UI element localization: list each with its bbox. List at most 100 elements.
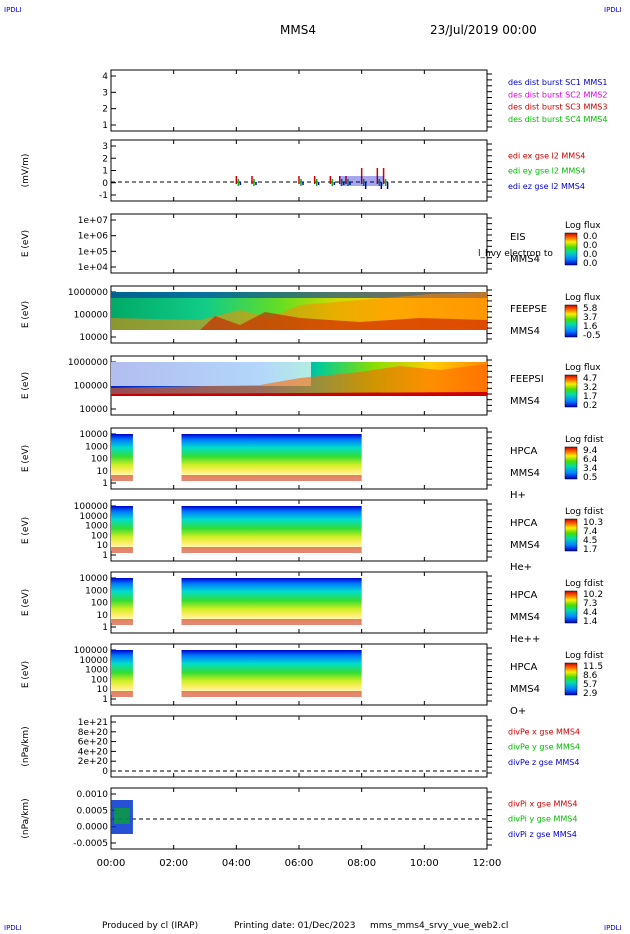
panel-frame-1 [110, 69, 488, 132]
hpca-low-energy-speckle [111, 619, 133, 625]
instrument-label: MMS4 [510, 254, 540, 265]
x-axis: 00:00 02:00 04:00 06:00 08:00 10:00 12:00 [97, 858, 502, 869]
colorbar-value: 7.3 [583, 599, 597, 609]
legend-entry: divPe z gse MMS4 [508, 758, 579, 767]
colorbar [564, 518, 578, 552]
colorbar-title: Log fdist [565, 435, 604, 445]
x-tick-label: 12:00 [473, 858, 502, 869]
instrument-label: He++ [510, 634, 540, 645]
y-tick-label: -1 [99, 191, 108, 201]
instrument-label: HPCA [510, 662, 538, 673]
colorbar-value: 6.4 [583, 455, 598, 465]
panel-frame-2 [110, 139, 488, 202]
feepsi-warm-band [111, 364, 487, 396]
instrument-label: O+ [510, 706, 526, 717]
y-tick-label: 4e+20 [78, 747, 109, 757]
colorbar-value: 3.7 [583, 313, 597, 323]
x-tick-label: 08:00 [347, 858, 376, 869]
legend-entry: edi ex gse l2 MMS4 [508, 151, 585, 160]
hpca-spectrum-block [181, 650, 362, 695]
y-tick-label: 1 [102, 479, 108, 489]
y-axis-label: (nPa/km) [21, 726, 31, 766]
right-ticks-4 [487, 289, 492, 340]
y-tick-label: 1 [102, 167, 108, 177]
x-tick-label: 10:00 [410, 858, 439, 869]
hpca-spectrum-block [111, 578, 133, 623]
colorbar [564, 446, 578, 480]
y-tick-label: 1e+04 [78, 263, 109, 273]
y-tick-label: 0.0010 [77, 790, 109, 800]
spectrograms [111, 292, 487, 697]
y-tick-label: 1000 [85, 522, 108, 532]
y-tick-label: 4 [102, 72, 108, 82]
instrument-label: MMS4 [510, 326, 540, 337]
y-tick-label: 1e+05 [78, 247, 108, 257]
colorbar-title: Log flux [565, 363, 601, 373]
feepse-low-band [200, 312, 487, 330]
instrument-label: H+ [510, 490, 526, 501]
colorbar-value: 1.4 [583, 617, 598, 627]
colorbar-title: Log flux [565, 221, 601, 231]
y-tick-label: 2e+20 [78, 757, 109, 767]
divpi-burst-green [114, 808, 130, 824]
y-tick-label: 10 [97, 611, 109, 621]
y-tick-label: -0.0005 [73, 839, 108, 849]
right-ticks-10 [487, 719, 492, 774]
footer-file: mms_mms4_srvy_vue_web2.cl [370, 921, 508, 931]
y-tick-label: 1e+21 [78, 718, 108, 728]
y-tick-label: 6e+20 [78, 738, 109, 748]
legend-entry: divPi y gse MMS4 [508, 815, 577, 824]
colorbar-value: 0.0 [583, 241, 598, 251]
legend-entry: edi ey gse l2 MMS4 [508, 167, 586, 176]
hpca-blocks [111, 434, 362, 697]
hpca-low-energy-speckle [111, 475, 133, 481]
colorbar-title: Log fdist [565, 651, 604, 661]
feepse-high-band [111, 292, 487, 298]
y-axis-label: (mV/m) [21, 154, 31, 188]
colorbar-value: -0.5 [583, 331, 601, 341]
right-ticks-8 [487, 575, 492, 630]
colorbar-value: 10.3 [583, 518, 603, 528]
feepsi-low-band [111, 392, 487, 396]
y-tick-label: 10000 [79, 430, 108, 440]
footer-produced-by: Produced by cl (IRAP) [102, 921, 198, 931]
right-ticks-9 [487, 647, 492, 702]
y-tick-label: 1 [102, 551, 108, 561]
y-axis-label: (nPa/km) [21, 798, 31, 838]
hpca-spectrum-block [181, 434, 362, 479]
instrument-label: MMS4 [510, 468, 540, 479]
instrument-label: HPCA [510, 590, 538, 601]
colorbar [564, 590, 578, 624]
colorbar-value: 3.4 [583, 464, 598, 474]
panel-frames [110, 69, 492, 850]
hpca-spectrum-block [181, 506, 362, 551]
colorbar-value: 11.5 [583, 662, 603, 672]
y-tick-label: 100 [91, 455, 108, 465]
instrument-label: FEEPSE [510, 304, 547, 315]
y-tick-label: 10 [97, 467, 109, 477]
corner-label-tr: IPDLI [604, 6, 622, 14]
colorbar-value: 1.6 [583, 322, 598, 332]
colorbar-value: 3.2 [583, 383, 597, 393]
footer-printing-date: Printing date: 01/Dec/2023 [234, 921, 356, 931]
y-tick-label: 100000 [74, 382, 109, 392]
y-tick-label: 10000 [79, 656, 108, 666]
colorbar-value: 1.7 [583, 392, 597, 402]
overlap-label: l_hvy electron to [478, 249, 553, 259]
y-tick-label: 10000 [79, 405, 108, 415]
y-tick-label: 1000000 [68, 358, 108, 368]
y-tick-label: 1000000 [68, 288, 108, 298]
y-axis-label: E (eV) [21, 301, 31, 328]
y-tick-label: 1000 [85, 442, 108, 452]
y-tick-label: 10000 [79, 574, 108, 584]
right-ticks-7 [487, 503, 492, 558]
colorbar-value: 8.6 [583, 671, 598, 681]
legend-entry: edi ez gse l2 MMS4 [508, 182, 585, 191]
y-tick-label: 10000 [79, 512, 108, 522]
datetime-title: 23/Jul/2019 00:00 [430, 23, 537, 37]
edi-dense-region [339, 176, 384, 186]
colorbar-value: 4.5 [583, 536, 597, 546]
y-axis-label: E (eV) [21, 445, 31, 472]
axis-labels: 1 2 3 4 des dist burst SC1 MMS1 des dist burs… [21, 72, 607, 849]
y-tick-label: 1e+07 [78, 216, 108, 226]
